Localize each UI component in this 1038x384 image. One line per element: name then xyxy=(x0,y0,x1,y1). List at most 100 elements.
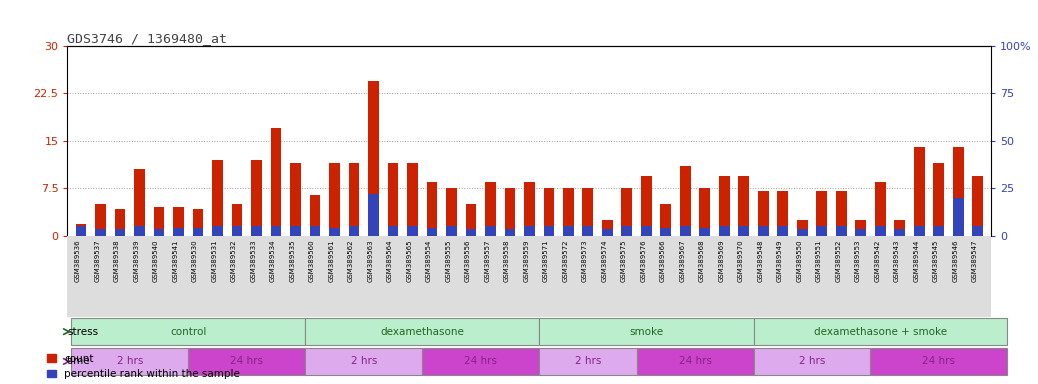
Text: 2 hrs: 2 hrs xyxy=(116,356,143,366)
Bar xyxy=(895,229,905,235)
Bar xyxy=(582,226,593,235)
Bar xyxy=(875,182,885,235)
Bar xyxy=(524,182,535,235)
Text: GSM389550: GSM389550 xyxy=(796,240,802,282)
Bar xyxy=(387,163,399,235)
Bar xyxy=(680,166,690,235)
Bar xyxy=(72,318,305,345)
Legend: count, percentile rank within the sample: count, percentile rank within the sample xyxy=(47,354,241,379)
Text: dexamethasone: dexamethasone xyxy=(380,327,464,337)
Bar xyxy=(309,226,321,235)
Bar xyxy=(855,229,866,235)
Text: GDS3746 / 1369480_at: GDS3746 / 1369480_at xyxy=(67,32,227,45)
Text: GSM389560: GSM389560 xyxy=(309,240,315,282)
Bar xyxy=(933,163,944,235)
Text: GSM389576: GSM389576 xyxy=(640,240,647,282)
Bar xyxy=(368,194,379,235)
Bar xyxy=(700,188,710,235)
Bar xyxy=(291,226,301,235)
Text: GSM389539: GSM389539 xyxy=(134,240,139,282)
Text: GSM389534: GSM389534 xyxy=(270,240,276,282)
Bar xyxy=(188,348,305,375)
Text: GSM389547: GSM389547 xyxy=(972,240,978,282)
Bar xyxy=(871,348,1007,375)
Bar xyxy=(446,188,457,235)
Bar xyxy=(602,220,612,235)
Text: GSM389543: GSM389543 xyxy=(894,240,900,282)
Text: GSM389552: GSM389552 xyxy=(836,240,841,282)
Bar xyxy=(76,224,86,235)
Text: 2 hrs: 2 hrs xyxy=(351,356,377,366)
Text: GSM389542: GSM389542 xyxy=(874,240,880,282)
Bar xyxy=(134,169,145,235)
Bar xyxy=(446,226,457,235)
Bar xyxy=(115,209,126,235)
Text: GSM389573: GSM389573 xyxy=(582,240,588,282)
Bar xyxy=(427,228,437,235)
Bar xyxy=(758,191,768,235)
Text: GSM389558: GSM389558 xyxy=(503,240,510,282)
Bar xyxy=(758,226,768,235)
Bar xyxy=(836,226,847,235)
Bar xyxy=(895,220,905,235)
Bar xyxy=(466,204,476,235)
Bar xyxy=(95,204,106,235)
Bar xyxy=(251,226,262,235)
Text: GSM389531: GSM389531 xyxy=(212,240,218,282)
Text: control: control xyxy=(170,327,207,337)
Bar xyxy=(504,188,515,235)
Bar xyxy=(777,226,788,235)
Text: GSM389562: GSM389562 xyxy=(348,240,354,282)
Text: GSM389541: GSM389541 xyxy=(172,240,179,282)
Bar xyxy=(368,81,379,235)
Text: GSM389532: GSM389532 xyxy=(231,240,237,282)
Bar xyxy=(291,163,301,235)
Bar xyxy=(913,226,925,235)
Bar xyxy=(544,188,554,235)
Text: GSM389545: GSM389545 xyxy=(933,240,938,282)
Bar xyxy=(212,226,223,235)
Bar xyxy=(349,226,359,235)
Text: GSM389544: GSM389544 xyxy=(913,240,920,282)
Text: GSM389571: GSM389571 xyxy=(543,240,549,282)
Bar xyxy=(563,226,574,235)
Bar xyxy=(504,229,515,235)
Bar xyxy=(797,220,808,235)
Bar xyxy=(738,175,749,235)
Text: GSM389568: GSM389568 xyxy=(699,240,705,282)
Bar xyxy=(251,160,262,235)
Text: GSM389538: GSM389538 xyxy=(114,240,120,282)
Text: GSM389567: GSM389567 xyxy=(679,240,685,282)
Bar xyxy=(602,229,612,235)
Text: GSM389559: GSM389559 xyxy=(523,240,529,282)
Text: 2 hrs: 2 hrs xyxy=(799,356,825,366)
Text: 24 hrs: 24 hrs xyxy=(679,356,711,366)
Bar xyxy=(953,198,963,235)
Text: GSM389566: GSM389566 xyxy=(660,240,665,282)
Bar xyxy=(193,209,203,235)
Bar xyxy=(816,226,827,235)
Bar xyxy=(563,188,574,235)
Bar xyxy=(134,226,145,235)
Text: 24 hrs: 24 hrs xyxy=(464,356,497,366)
Bar xyxy=(539,348,636,375)
Text: GSM389548: GSM389548 xyxy=(758,240,763,282)
Bar xyxy=(305,348,422,375)
Bar xyxy=(622,188,632,235)
Text: GSM389546: GSM389546 xyxy=(952,240,958,282)
Bar xyxy=(640,226,652,235)
Bar xyxy=(855,220,866,235)
Bar xyxy=(836,191,847,235)
Bar xyxy=(700,228,710,235)
Bar xyxy=(622,226,632,235)
Bar xyxy=(719,226,730,235)
Bar xyxy=(754,348,871,375)
Text: smoke: smoke xyxy=(629,327,663,337)
Bar xyxy=(660,228,672,235)
Text: GSM389572: GSM389572 xyxy=(563,240,569,282)
Text: GSM389549: GSM389549 xyxy=(776,240,783,282)
Bar xyxy=(913,147,925,235)
Text: 24 hrs: 24 hrs xyxy=(230,356,264,366)
Bar xyxy=(95,229,106,235)
Text: 2 hrs: 2 hrs xyxy=(575,356,601,366)
